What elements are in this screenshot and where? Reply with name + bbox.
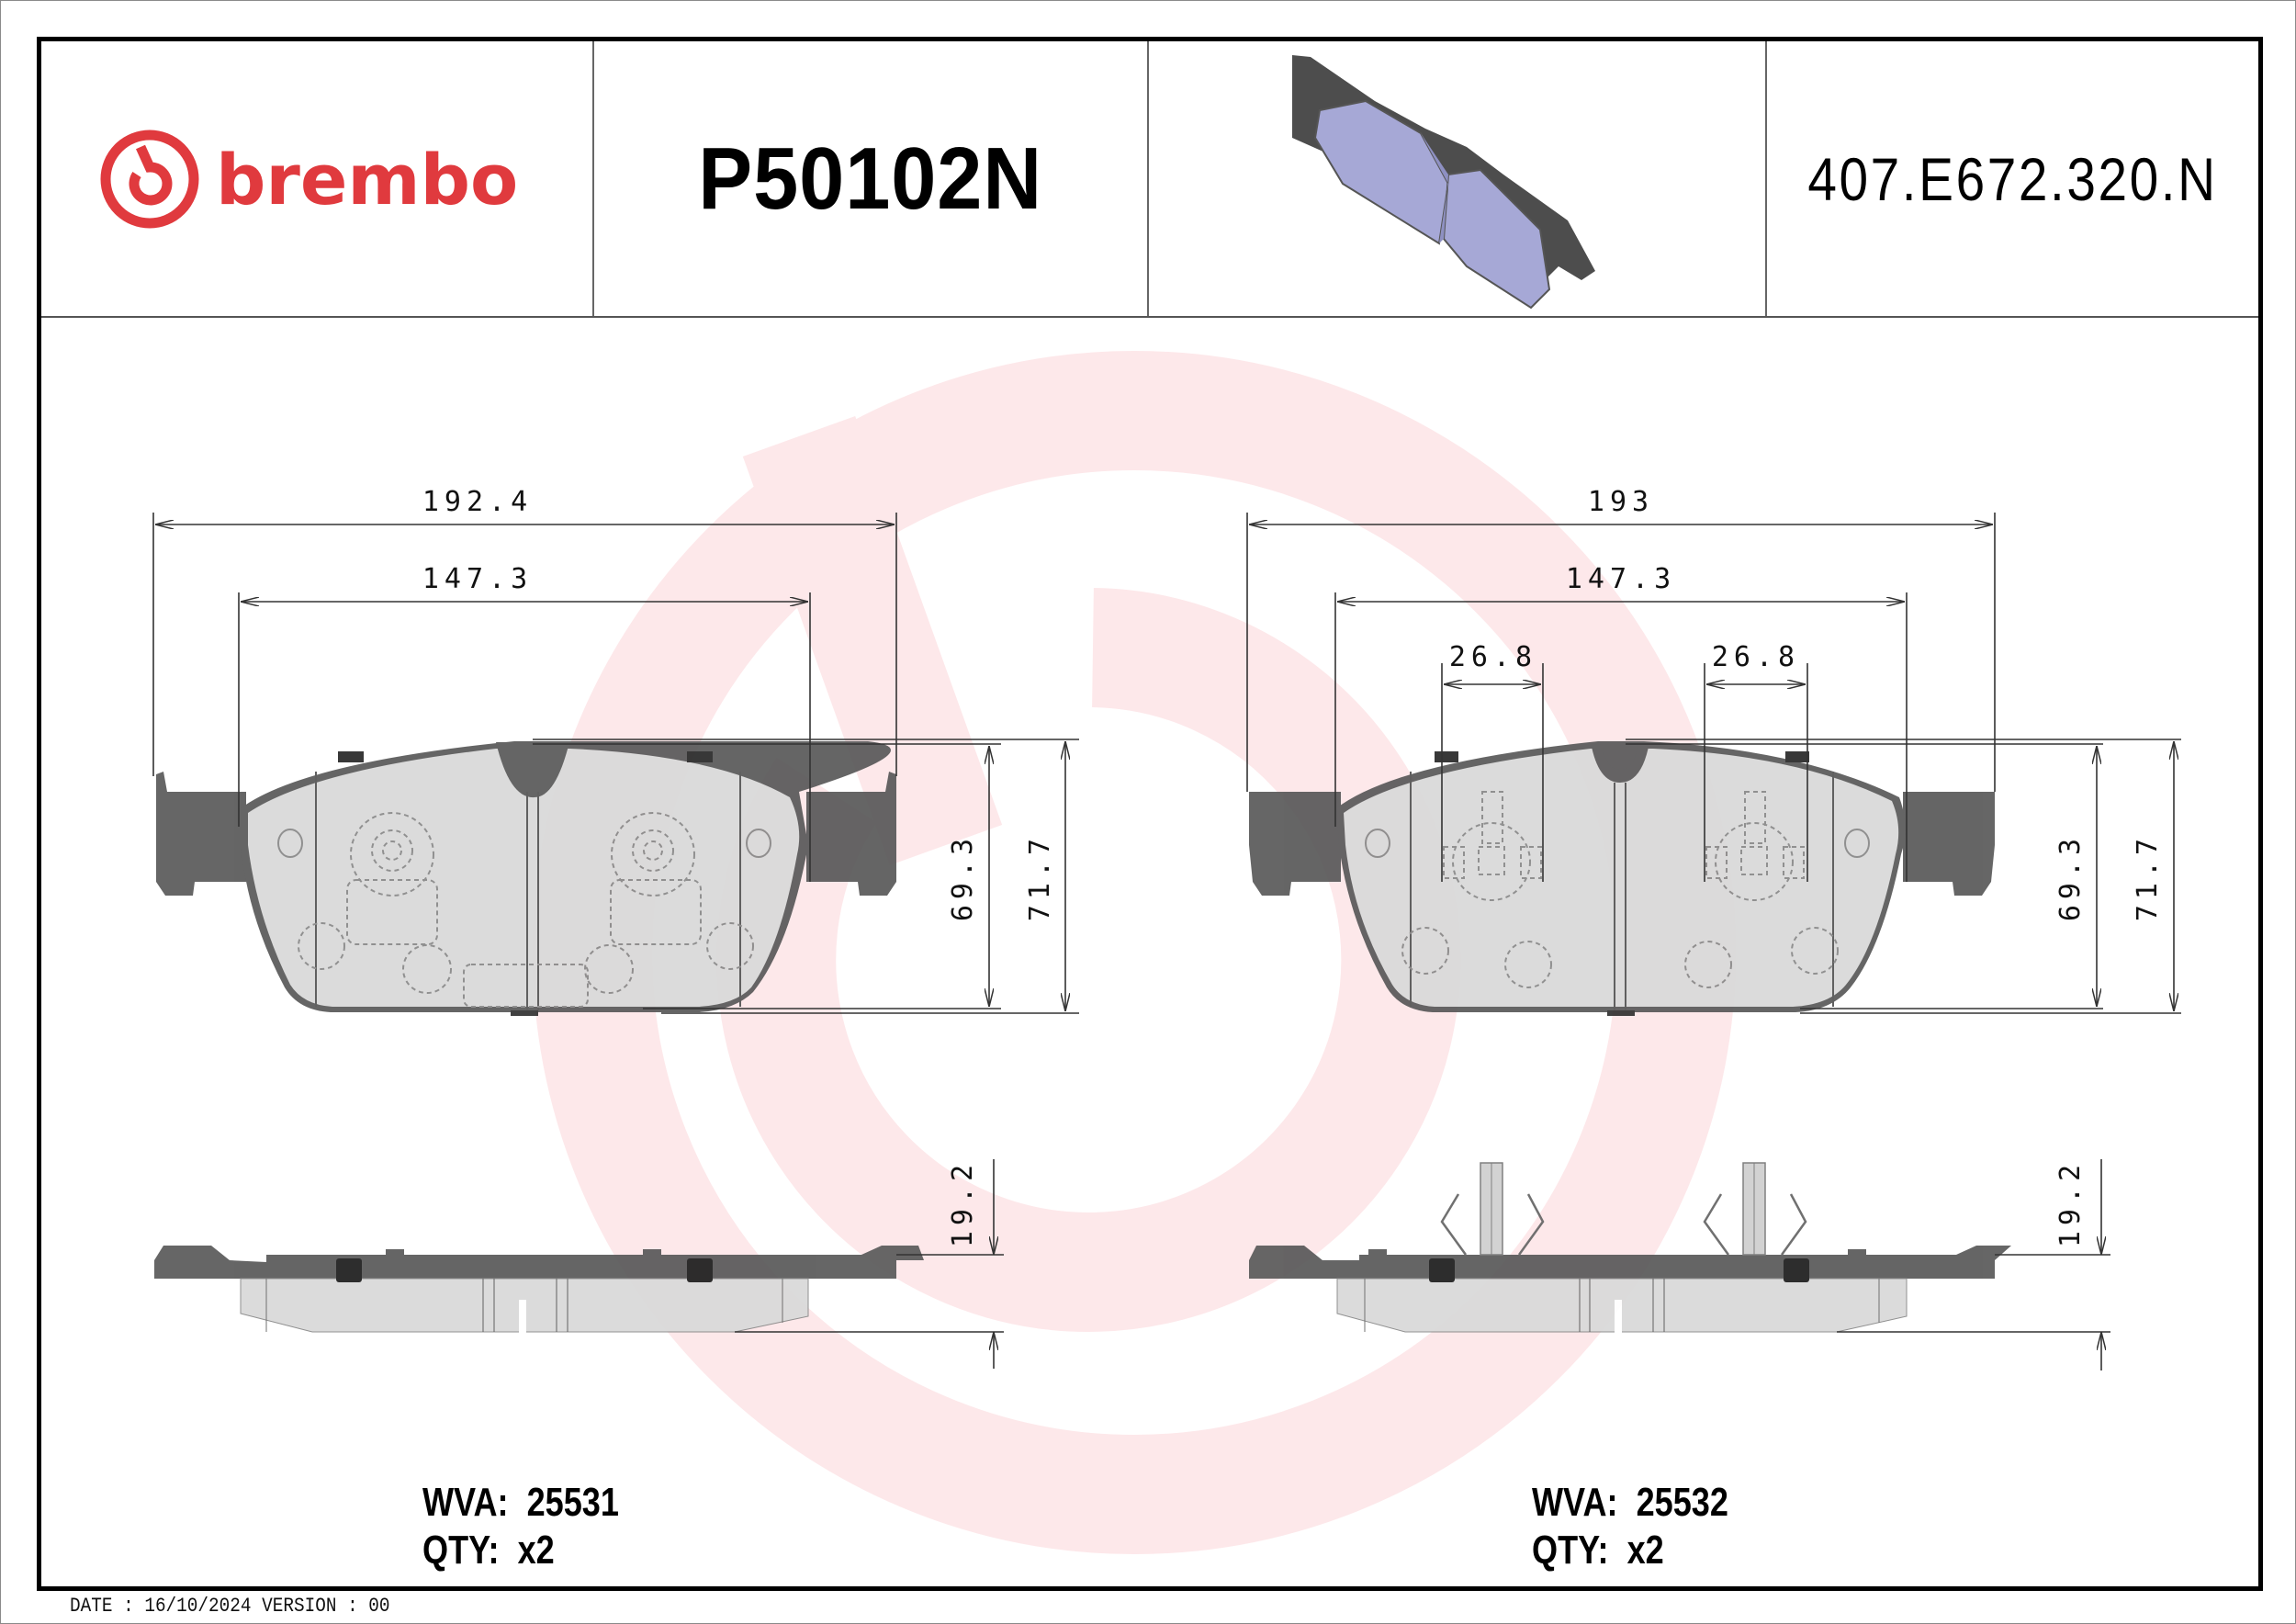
left-pad-front-view xyxy=(156,741,896,1016)
date-version-footer: DATE : 16/10/2024 VERSION : 00 xyxy=(70,1595,390,1618)
brand-cell: brembo xyxy=(41,41,592,316)
wva-value: 25531 xyxy=(526,1480,619,1525)
qty-label: QTY: xyxy=(422,1528,500,1573)
left-pad-info: WVA: 25531 QTY: x2 xyxy=(422,1479,619,1574)
right-thickness-dimension xyxy=(1837,1159,2110,1370)
dim-overall-width-right: 193 xyxy=(1588,486,1654,518)
dim-thickness-right: 19.2 xyxy=(2054,1159,2087,1247)
dim-sensor-offset-right: 26.8 xyxy=(1712,641,1800,673)
divider xyxy=(592,41,594,316)
wva-label: WVA: xyxy=(422,1480,509,1525)
right-dimension-lines xyxy=(1246,513,2181,1014)
dim-sensor-offset-left: 26.8 xyxy=(1449,641,1537,673)
dim-friction-height-right: 69.3 xyxy=(2054,833,2087,921)
part-number: P50102N xyxy=(698,129,1043,228)
dim-friction-height-left: 69.3 xyxy=(947,833,979,921)
left-thickness-dimension xyxy=(735,1159,1004,1369)
wva-value: 25532 xyxy=(1636,1480,1728,1525)
right-pad-side-view xyxy=(1249,1162,2011,1333)
divider xyxy=(1765,41,1767,316)
right-pad-front-view xyxy=(1249,741,1995,1016)
drawing-frame xyxy=(37,37,2263,1591)
brake-pad-render-icon xyxy=(1292,54,1595,309)
left-dimension-lines xyxy=(152,513,1079,1014)
qty-value: x2 xyxy=(1626,1528,1664,1573)
brembo-logo-icon: brembo xyxy=(100,130,518,228)
qty-label: QTY: xyxy=(1532,1528,1609,1573)
part-number-cell: P50102N xyxy=(594,41,1147,316)
brand-wordmark: brembo xyxy=(216,139,518,220)
qty-row-left: QTY: x2 xyxy=(422,1527,619,1574)
product-image-cell xyxy=(1149,41,1766,316)
dim-friction-width-left: 147.3 xyxy=(422,563,533,595)
left-pad-side-view xyxy=(154,1246,924,1333)
wva-row-left: WVA: 25531 xyxy=(422,1479,619,1527)
wva-label: WVA: xyxy=(1532,1480,1618,1525)
wva-row-right: WVA: 25532 xyxy=(1532,1479,1728,1527)
dim-friction-width-right: 147.3 xyxy=(1566,563,1676,595)
dim-thickness-left: 19.2 xyxy=(947,1159,979,1247)
dim-overall-height-left: 71.7 xyxy=(1024,833,1056,921)
qty-row-right: QTY: x2 xyxy=(1532,1527,1728,1574)
qty-value: x2 xyxy=(517,1528,555,1573)
reference-cell: 407.E672.320.N xyxy=(1768,41,2258,316)
dim-overall-width-left: 192.4 xyxy=(422,486,533,518)
reference-code: 407.E672.320.N xyxy=(1807,144,2219,213)
right-pad-info: WVA: 25532 QTY: x2 xyxy=(1532,1479,1728,1574)
title-block: brembo P50102N 407.E672.320.N xyxy=(41,41,2258,318)
dim-overall-height-right: 71.7 xyxy=(2132,833,2164,921)
divider xyxy=(1147,41,1149,316)
